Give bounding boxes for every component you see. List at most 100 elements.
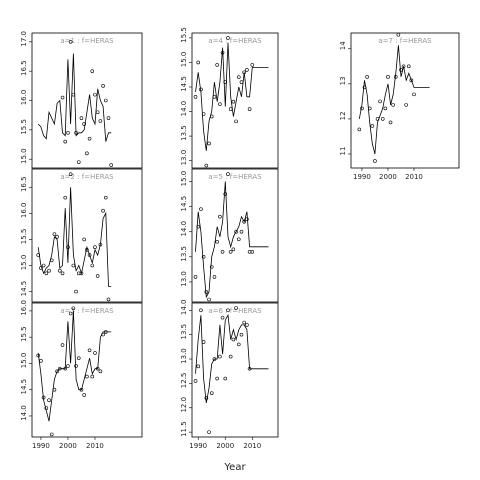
data-point [93,92,97,97]
y-tick-label: 16.5 [20,176,28,192]
data-point [193,95,198,99]
data-point [239,80,244,84]
y-tick-label: 11.5 [180,421,188,437]
y-tick-label: 15.0 [180,171,188,187]
panel-frame [31,168,143,303]
y-tick-label: 14.5 [20,281,28,297]
data-point [226,172,230,176]
data-point [370,124,375,128]
y-tick-label: 13.0 [180,150,188,166]
data-point [66,130,70,135]
fitted-line [195,313,269,403]
panel-title: a=5 : f=HERAS [208,173,262,181]
data-point [41,263,46,268]
data-point [85,374,89,379]
data-point [93,351,97,355]
data-point [52,232,57,236]
data-point [79,116,84,120]
data-point [47,268,51,273]
data-point [234,306,238,310]
fitted-line [358,45,430,155]
data-point [39,359,43,363]
data-point [218,214,222,219]
data-point [215,239,219,244]
data-point [357,127,362,132]
panel-frame [31,32,143,169]
data-point [245,68,249,72]
data-point [234,229,238,234]
y-tick-label: 13.5 [180,324,188,340]
y-tick-label: 15.5 [180,27,188,43]
data-point [365,75,369,79]
y-tick-label: 16.0 [20,300,28,316]
data-point [228,107,233,111]
y-tick-label: 13 [339,76,347,85]
data-point [209,265,214,269]
data-point [196,60,201,65]
y-tick-label: 14 [339,41,347,50]
data-point [223,192,228,196]
data-point [106,116,111,120]
x-tick-label: 1990 [353,173,371,181]
data-point [103,195,108,200]
data-point [76,160,81,164]
data-point [373,159,377,163]
data-point [215,376,219,381]
data-point [212,275,217,279]
data-point [193,379,198,383]
data-point [207,141,211,146]
data-point [196,364,201,369]
data-point [378,99,382,104]
data-point [247,107,252,111]
data-point [223,376,228,381]
data-point [396,32,401,37]
data-point [199,308,203,313]
y-tick-label: 16.5 [20,60,28,76]
data-point [199,207,203,211]
data-point [218,354,222,359]
x-tick-label: 2000 [216,442,234,450]
data-point [209,391,214,395]
y-tick-label: 13.0 [180,271,188,287]
y-tick-label: 14.5 [180,76,188,92]
data-point [231,99,236,104]
y-tick-label: 16.0 [20,203,28,219]
y-tick-label: 14.5 [20,379,28,395]
data-point [250,63,255,67]
data-point [71,306,76,311]
data-point [207,430,211,434]
y-tick-label: 17.0 [20,31,28,47]
data-point [220,315,225,320]
y-tick-label: 12 [339,111,347,120]
panel-title: a=6 : f=HERAS [208,307,262,315]
data-point [63,195,68,200]
panel-title: a=3 : f=HERAS [60,307,114,315]
data-point [399,68,403,72]
data-point [49,432,54,437]
y-tick-label: 12.5 [180,373,188,389]
data-point [66,245,70,250]
data-point [218,102,222,106]
data-point [201,340,206,344]
data-point [95,110,100,115]
data-point [82,122,86,126]
data-point [250,250,255,254]
data-point [90,69,95,73]
data-point [245,323,249,327]
data-point [60,95,65,100]
y-tick-label: 14.0 [180,221,188,237]
data-point [228,250,233,254]
data-point [412,92,416,97]
data-point [207,297,211,302]
panel-title: a=1 : f=HERAS [60,37,114,45]
x-tick-label: 2010 [86,442,104,450]
y-tick-label: 12.0 [180,397,188,413]
data-point [386,75,390,79]
data-point [388,120,393,125]
data-point [228,354,233,359]
panel-frame [350,32,460,169]
data-point [55,369,59,374]
data-point [215,63,219,67]
data-point [231,247,236,252]
